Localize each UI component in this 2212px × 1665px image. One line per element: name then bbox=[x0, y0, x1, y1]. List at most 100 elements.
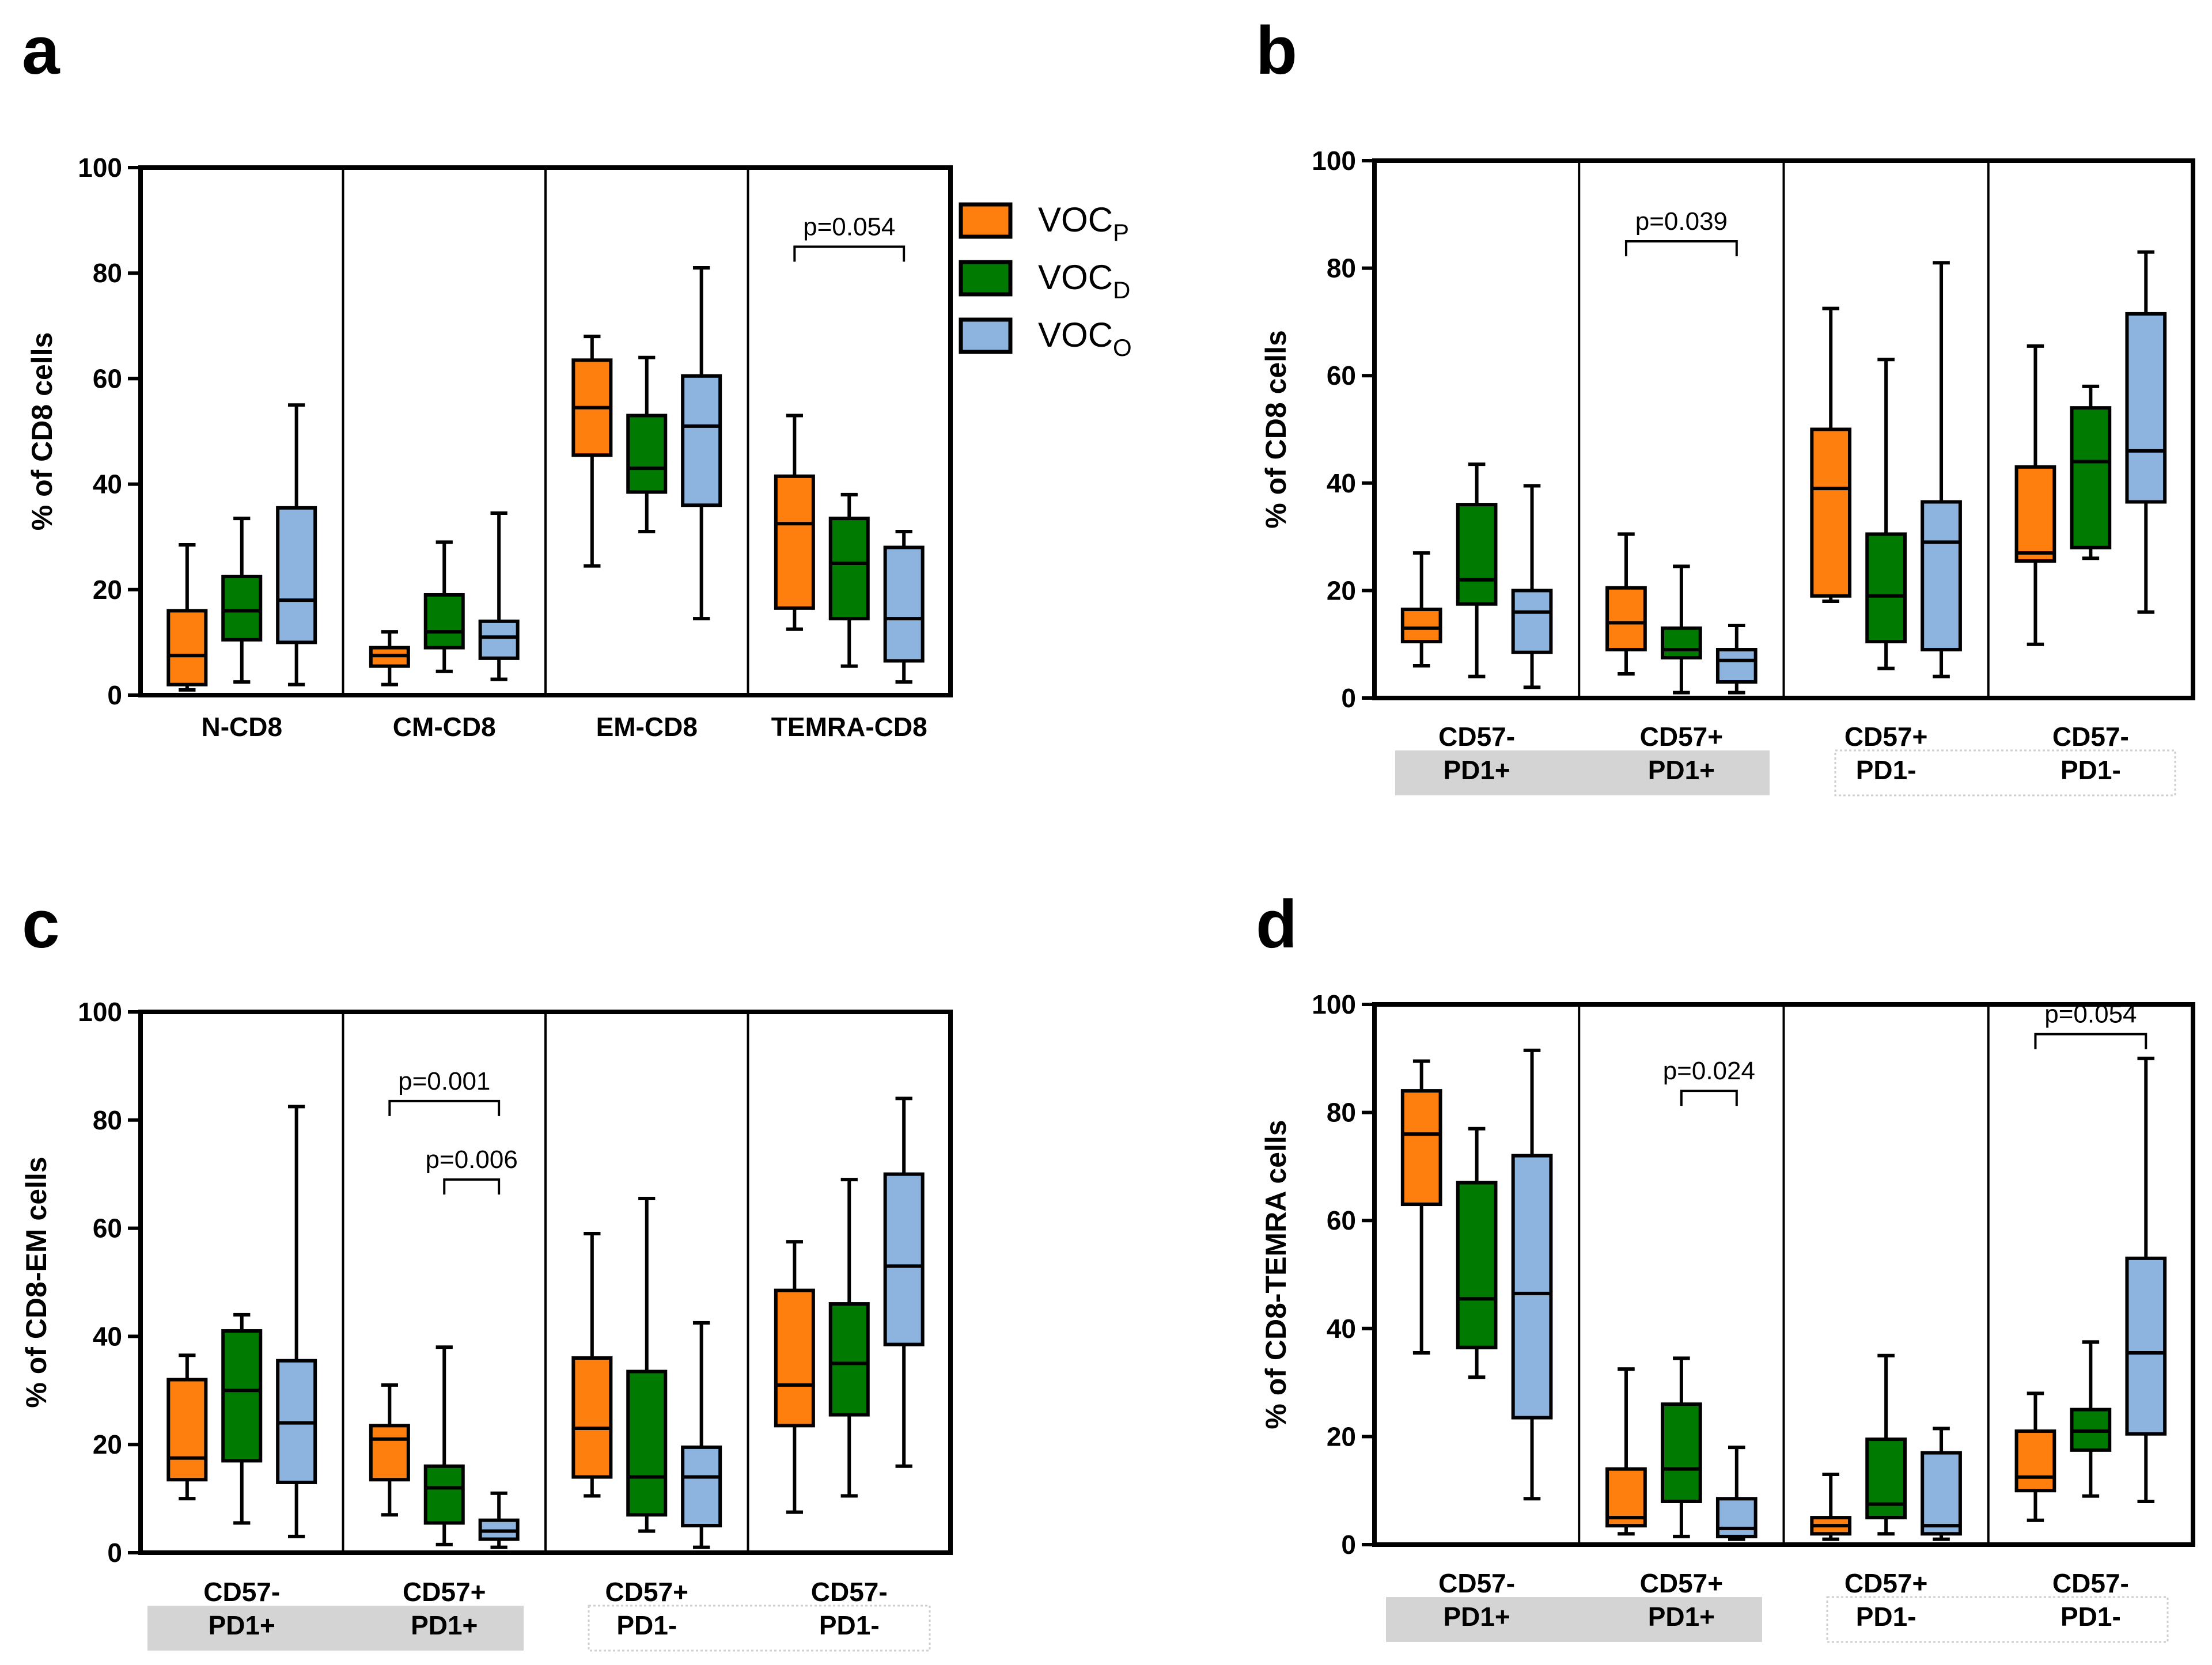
box-vocp bbox=[166, 609, 208, 687]
legend-item-voco: VOCO bbox=[959, 316, 1132, 361]
category-label: CD57- bbox=[203, 1577, 280, 1607]
category-label: EM-CD8 bbox=[596, 712, 698, 742]
box-vocp bbox=[774, 474, 815, 610]
y-tick-label: 20 bbox=[93, 1429, 122, 1459]
legend-swatch-vocp bbox=[959, 202, 1013, 239]
legend-label-voco: VOC bbox=[1038, 316, 1113, 354]
p-value-label: p=0.054 bbox=[803, 213, 895, 241]
label-group-outline bbox=[1834, 749, 2176, 797]
category-label: CD57+ bbox=[1844, 722, 1927, 752]
category-label: CD57+ bbox=[1640, 722, 1723, 752]
box-voco bbox=[681, 1445, 722, 1528]
category-label: N-CD8 bbox=[201, 712, 282, 742]
box-vocd bbox=[423, 1464, 465, 1525]
y-tick-label: 0 bbox=[1341, 1530, 1356, 1560]
box-vocd bbox=[2070, 406, 2112, 549]
y-tick-label: 100 bbox=[78, 153, 122, 183]
y-tick-label: 80 bbox=[93, 258, 122, 288]
box-vocd bbox=[828, 1302, 870, 1417]
y-tick-label: 40 bbox=[93, 1321, 122, 1351]
panel-d: d 0 20 40 60 80 100 % of CD8-TEMRA cells CD57- P… bbox=[1256, 886, 2195, 1643]
box-vocp bbox=[571, 1356, 613, 1479]
plot-frame bbox=[138, 1010, 953, 1555]
y-tick-label: 60 bbox=[93, 363, 122, 393]
significance-bracket bbox=[388, 1099, 501, 1116]
y-tick-label: 40 bbox=[1327, 468, 1356, 498]
box-voco bbox=[883, 545, 925, 663]
y-tick-label: 0 bbox=[107, 1538, 122, 1568]
box-vocp bbox=[774, 1288, 815, 1428]
category-label: PD1+ bbox=[1648, 1602, 1715, 1632]
panel-letter-a: a bbox=[22, 13, 60, 89]
y-axis-label: % of CD8 cells bbox=[26, 332, 58, 531]
y-tick-label: 60 bbox=[1327, 361, 1356, 390]
box-vocd bbox=[1661, 626, 1702, 660]
y-tick-label: 40 bbox=[1327, 1314, 1356, 1344]
box-vocd bbox=[1865, 1438, 1907, 1520]
box-vocp bbox=[166, 1378, 208, 1482]
legend-label-vocd: VOC bbox=[1038, 258, 1113, 297]
box-vocp bbox=[2014, 1429, 2056, 1493]
category-label: CD57- bbox=[811, 1577, 888, 1607]
box-voco bbox=[1715, 1497, 1758, 1538]
category-label: CD57+ bbox=[1640, 1568, 1723, 1598]
significance-bracket bbox=[1680, 1090, 1738, 1106]
category-label: PD1+ bbox=[1648, 755, 1715, 785]
box-vocd bbox=[626, 1370, 668, 1517]
y-tick-label: 0 bbox=[1341, 683, 1356, 713]
category-label: PD1- bbox=[819, 1610, 880, 1640]
y-axis-label: % of CD8-EM cells bbox=[20, 1156, 52, 1408]
svg-text:VOCO: VOCO bbox=[1038, 316, 1132, 361]
legend-swatch-vocd bbox=[959, 260, 1013, 297]
legend-sub-vocp: P bbox=[1113, 219, 1129, 246]
plot-d: 0 20 40 60 80 100 % of CD8-TEMRA cells CD57- PD1… bbox=[1260, 989, 2195, 1643]
box-vocd bbox=[423, 593, 465, 650]
panel-letter-c: c bbox=[22, 886, 60, 962]
y-axis-label: % of CD8-TEMRA cells bbox=[1260, 1120, 1292, 1429]
y-tick-label: 20 bbox=[1327, 1421, 1356, 1451]
legend-swatch-voco bbox=[959, 317, 1013, 354]
legend: VOCP VOCD VOCO bbox=[959, 200, 1132, 361]
category-label: PD1- bbox=[1856, 755, 1916, 785]
plot-a: 0 20 40 60 80 100 % of CD8 cells N-CD8 CM-CD8 EM-… bbox=[26, 153, 953, 742]
box-vocd bbox=[1661, 1402, 1702, 1503]
box-voco bbox=[1715, 648, 1758, 684]
box-vocp bbox=[1400, 1089, 1442, 1207]
category-label: CD57+ bbox=[1844, 1568, 1927, 1598]
box-vocp bbox=[1605, 586, 1647, 652]
panel-a: a 0 20 40 60 80 100 % of CD8 cells N-CD8 CM-CD8 E… bbox=[22, 13, 953, 742]
category-label: CD57- bbox=[2052, 1568, 2129, 1598]
category-label: PD1+ bbox=[411, 1610, 478, 1640]
panel-letter-b: b bbox=[1256, 13, 1297, 89]
legend-sub-vocd: D bbox=[1113, 276, 1130, 304]
label-group-outline bbox=[588, 1605, 931, 1652]
box-vocd bbox=[1456, 503, 1498, 606]
y-tick-label: 80 bbox=[1327, 253, 1356, 283]
box-vocd bbox=[221, 1329, 263, 1463]
y-axis-label: % of CD8 cells bbox=[1260, 330, 1292, 529]
category-label: CD57+ bbox=[403, 1577, 486, 1607]
category-label: CM-CD8 bbox=[393, 712, 496, 742]
label-group-shade bbox=[1386, 1597, 1762, 1642]
box-vocd bbox=[1456, 1181, 1498, 1349]
box-voco bbox=[1921, 1451, 1962, 1536]
p-value-label: p=0.024 bbox=[1663, 1057, 1755, 1085]
category-label: CD57- bbox=[1438, 1568, 1515, 1598]
box-voco bbox=[1511, 589, 1553, 654]
significance-bracket bbox=[793, 245, 906, 262]
category-label: TEMRA-CD8 bbox=[771, 712, 927, 742]
plot-frame bbox=[138, 165, 953, 697]
plot-frame bbox=[1372, 1002, 2195, 1547]
category-label: PD1+ bbox=[1443, 1602, 1510, 1632]
box-voco bbox=[2125, 312, 2167, 504]
box-voco bbox=[681, 374, 722, 507]
label-group-shade bbox=[147, 1606, 524, 1651]
category-label: PD1- bbox=[616, 1610, 677, 1640]
y-tick-label: 100 bbox=[1312, 989, 1356, 1019]
category-label: CD57- bbox=[1438, 722, 1515, 752]
